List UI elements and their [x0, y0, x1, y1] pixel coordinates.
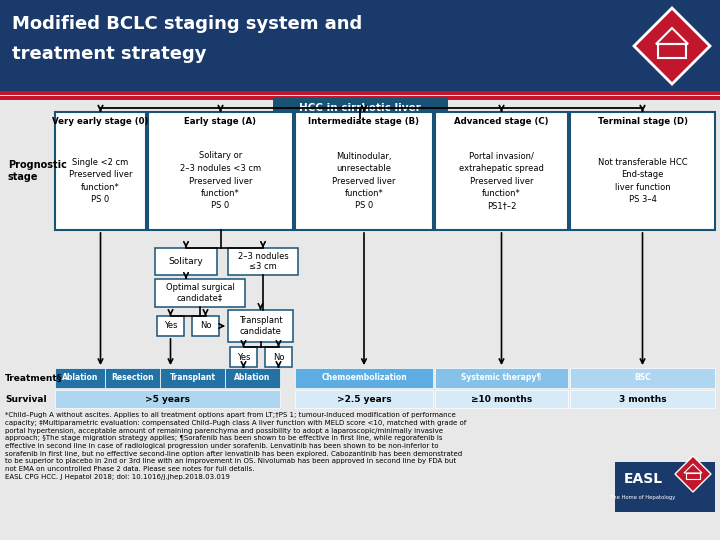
FancyBboxPatch shape — [228, 310, 293, 342]
FancyBboxPatch shape — [570, 112, 715, 230]
FancyBboxPatch shape — [230, 347, 257, 367]
Text: ≥10 months: ≥10 months — [471, 395, 532, 403]
FancyBboxPatch shape — [295, 368, 433, 388]
Text: Transplant
candidate: Transplant candidate — [239, 316, 282, 336]
FancyBboxPatch shape — [225, 368, 280, 388]
Text: Survival: Survival — [5, 395, 47, 403]
Text: Optimal surgical
candidate‡: Optimal surgical candidate‡ — [166, 284, 235, 303]
Text: Multinodular,
unresectable
Preserved liver
function*
PS 0: Multinodular, unresectable Preserved liv… — [332, 152, 396, 211]
Text: Solitary or
2–3 nodules <3 cm
Preserved liver
function*
PS 0: Solitary or 2–3 nodules <3 cm Preserved … — [180, 152, 261, 211]
Text: EASL: EASL — [624, 472, 662, 486]
FancyBboxPatch shape — [0, 91, 720, 95]
Text: Ablation: Ablation — [234, 374, 271, 382]
Text: HCC in cirrhotic liver: HCC in cirrhotic liver — [299, 103, 421, 113]
FancyBboxPatch shape — [435, 368, 568, 388]
Text: Terminal stage (D): Terminal stage (D) — [598, 118, 688, 126]
FancyBboxPatch shape — [55, 112, 146, 230]
Text: >5 years: >5 years — [145, 395, 190, 403]
Text: Solitary: Solitary — [168, 257, 203, 266]
FancyBboxPatch shape — [265, 347, 292, 367]
Text: treatment strategy: treatment strategy — [12, 45, 207, 63]
Text: Very early stage (0): Very early stage (0) — [53, 118, 149, 126]
Text: Early stage (A): Early stage (A) — [184, 118, 256, 126]
FancyBboxPatch shape — [155, 279, 245, 307]
Text: Modified BCLC staging system and: Modified BCLC staging system and — [12, 15, 362, 33]
FancyBboxPatch shape — [160, 368, 225, 388]
FancyBboxPatch shape — [435, 390, 568, 408]
FancyBboxPatch shape — [615, 462, 715, 512]
Text: Ablation: Ablation — [62, 374, 98, 382]
Text: Chemoembolization: Chemoembolization — [321, 374, 407, 382]
Text: 2–3 nodules
≤3 cm: 2–3 nodules ≤3 cm — [238, 252, 289, 271]
Text: 3 months: 3 months — [618, 395, 666, 403]
Text: Systemic therapy¶: Systemic therapy¶ — [462, 374, 541, 382]
Polygon shape — [634, 8, 710, 84]
FancyBboxPatch shape — [148, 112, 293, 230]
Text: Intermediate stage (B): Intermediate stage (B) — [308, 118, 420, 126]
FancyBboxPatch shape — [228, 248, 298, 275]
Polygon shape — [675, 456, 711, 492]
Text: Portal invasion/
extrahepatic spread
Preserved liver
function*
PS1†–2: Portal invasion/ extrahepatic spread Pre… — [459, 152, 544, 211]
Text: *Child–Pugh A without ascites. Applies to all treatment options apart from LT;†P: *Child–Pugh A without ascites. Applies t… — [5, 412, 467, 480]
FancyBboxPatch shape — [295, 390, 433, 408]
FancyBboxPatch shape — [435, 112, 568, 230]
FancyBboxPatch shape — [105, 368, 160, 388]
Text: >2.5 years: >2.5 years — [337, 395, 391, 403]
FancyBboxPatch shape — [157, 316, 184, 336]
FancyBboxPatch shape — [55, 390, 280, 408]
FancyBboxPatch shape — [192, 316, 219, 336]
FancyBboxPatch shape — [155, 248, 217, 275]
FancyBboxPatch shape — [570, 368, 715, 388]
FancyBboxPatch shape — [570, 390, 715, 408]
Text: Yes: Yes — [163, 321, 177, 330]
Text: No: No — [199, 321, 211, 330]
Text: Single <2 cm
Preserved liver
function*
PS 0: Single <2 cm Preserved liver function* P… — [68, 158, 132, 204]
Text: The Home of Hepatology: The Home of Hepatology — [611, 495, 675, 500]
FancyBboxPatch shape — [55, 368, 105, 388]
Text: BSC: BSC — [634, 374, 651, 382]
FancyBboxPatch shape — [295, 112, 433, 230]
Text: Transplant: Transplant — [169, 374, 215, 382]
Text: Not transferable HCC
End-stage
liver function
PS 3–4: Not transferable HCC End-stage liver fun… — [598, 158, 688, 204]
Text: No: No — [273, 353, 284, 361]
FancyBboxPatch shape — [0, 96, 720, 100]
FancyBboxPatch shape — [272, 98, 448, 118]
Text: Treatment§: Treatment§ — [5, 374, 63, 382]
FancyBboxPatch shape — [0, 0, 720, 92]
Text: Prognostic
stage: Prognostic stage — [8, 160, 67, 182]
Text: Resection: Resection — [111, 374, 154, 382]
Text: Advanced stage (C): Advanced stage (C) — [454, 118, 549, 126]
Text: Yes: Yes — [237, 353, 251, 361]
